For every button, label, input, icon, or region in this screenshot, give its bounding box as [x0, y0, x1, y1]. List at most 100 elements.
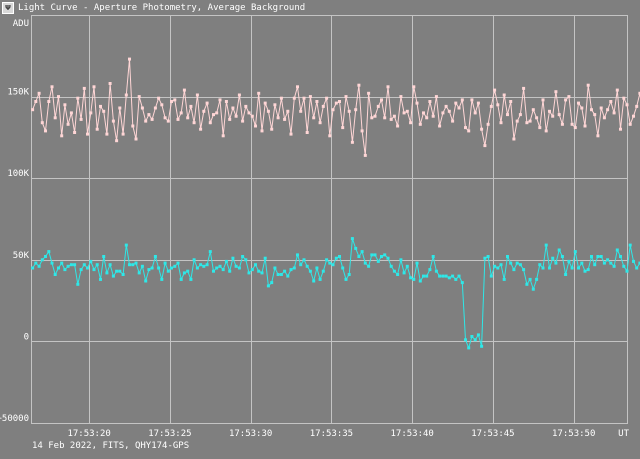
- upper-series-point: [473, 111, 477, 115]
- lower-series-point: [266, 284, 270, 288]
- lower-series-point: [638, 261, 640, 265]
- lower-series-point: [312, 279, 316, 283]
- upper-series-point: [176, 117, 180, 121]
- lower-series-point: [570, 266, 574, 270]
- lower-series-point: [573, 250, 577, 254]
- upper-series-point: [76, 96, 80, 100]
- upper-series-point: [305, 131, 309, 134]
- upper-series-point: [215, 111, 219, 115]
- upper-series-point: [522, 86, 526, 90]
- lower-series-point: [418, 279, 422, 283]
- upper-series-point: [224, 100, 228, 103]
- lower-series-point: [69, 263, 73, 267]
- lower-series-point: [128, 263, 131, 267]
- lower-series-point: [370, 253, 374, 257]
- lower-series-point: [121, 273, 125, 276]
- lower-series-point: [528, 277, 532, 281]
- upper-series-point: [150, 117, 154, 121]
- upper-series-point: [557, 113, 561, 117]
- lower-series-point: [470, 335, 474, 338]
- upper-series-point: [344, 95, 348, 99]
- upper-series-point: [92, 85, 96, 89]
- upper-series-point: [590, 108, 593, 112]
- upper-series-point: [115, 139, 119, 143]
- lower-series-point: [531, 287, 535, 291]
- lower-series-point: [577, 266, 580, 270]
- lower-series-point: [431, 255, 435, 258]
- upper-series-point: [241, 119, 245, 123]
- lower-series-point: [476, 333, 480, 337]
- upper-series-line: [32, 59, 640, 156]
- lower-series-point: [564, 273, 568, 276]
- lower-series-point: [195, 266, 199, 270]
- lower-series-point: [150, 266, 154, 270]
- upper-series-point: [544, 129, 548, 133]
- upper-series-point: [531, 108, 535, 112]
- x-axis-label: UT: [618, 429, 629, 439]
- upper-series-point: [625, 103, 629, 107]
- upper-series-point: [147, 113, 151, 117]
- upper-series-point: [560, 122, 564, 126]
- upper-series-point: [602, 116, 606, 120]
- upper-series-point: [163, 116, 167, 120]
- upper-series-point: [118, 106, 122, 110]
- lower-series-point: [438, 274, 442, 278]
- lower-series-point: [115, 269, 119, 273]
- lower-series-point: [37, 264, 41, 268]
- lower-series-point: [60, 261, 64, 265]
- upper-series-point: [166, 119, 170, 123]
- upper-series-point: [289, 132, 293, 136]
- lower-series-point: [189, 277, 193, 281]
- lower-series-point: [457, 274, 461, 278]
- upper-series-point: [331, 108, 335, 112]
- upper-series-point: [573, 126, 577, 130]
- lower-series-point: [389, 264, 393, 268]
- upper-series-point: [247, 111, 251, 115]
- upper-series-point: [292, 96, 296, 100]
- lower-series-point: [44, 255, 47, 258]
- upper-series-point: [412, 85, 416, 89]
- upper-series-point: [512, 137, 516, 141]
- x-tick-label: 17:53:30: [229, 429, 272, 439]
- lower-series-point: [163, 261, 167, 265]
- lower-series-point: [473, 338, 477, 342]
- upper-series-point: [499, 121, 503, 125]
- upper-series-point: [551, 114, 555, 118]
- upper-series-point: [628, 122, 632, 126]
- upper-series-point: [111, 119, 115, 123]
- upper-series-point: [231, 106, 235, 110]
- lower-series-point: [434, 269, 438, 273]
- lower-series-point: [212, 269, 215, 273]
- upper-series-point: [386, 85, 390, 89]
- upper-series-point: [373, 114, 377, 118]
- upper-series-point: [338, 100, 341, 103]
- x-tick-label: 17:53:40: [391, 429, 434, 439]
- lower-series-point: [376, 259, 380, 263]
- lower-series-point: [590, 255, 593, 258]
- lower-series-point: [615, 248, 619, 252]
- upper-series-point: [535, 116, 539, 120]
- lower-series-point: [292, 266, 296, 270]
- lower-series-point: [464, 338, 467, 342]
- lower-series-point: [89, 259, 93, 263]
- lower-series-point: [86, 266, 89, 270]
- upper-series-point: [360, 129, 364, 133]
- lower-series-point: [522, 268, 526, 272]
- lower-series-point: [625, 269, 629, 273]
- upper-series-point: [480, 127, 484, 131]
- lower-series-point: [286, 274, 290, 278]
- lower-series-point: [289, 268, 293, 272]
- lower-series-point: [341, 266, 345, 270]
- lower-series-point: [518, 263, 522, 267]
- upper-series-point: [541, 98, 545, 102]
- lower-series-point: [254, 263, 257, 267]
- lower-series-point: [454, 277, 458, 281]
- lower-series-point: [325, 258, 329, 262]
- upper-series-point: [137, 95, 141, 99]
- lower-series-point: [489, 274, 493, 278]
- lower-series-point: [399, 258, 403, 262]
- lower-series-point: [176, 261, 180, 265]
- lower-series-point: [66, 264, 70, 268]
- upper-series-point: [218, 98, 222, 102]
